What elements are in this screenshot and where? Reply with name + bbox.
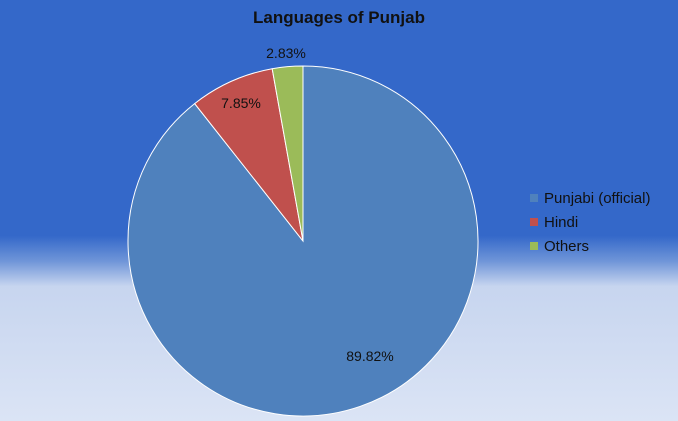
legend-label-others: Others xyxy=(544,237,590,255)
legend-label-hindi: Hindi xyxy=(544,213,579,231)
legend-swatch-hindi xyxy=(530,218,538,226)
data-label-punjabi: 89.82% xyxy=(346,348,393,364)
data-label-hindi: 7.85% xyxy=(221,95,261,111)
legend-swatch-others xyxy=(530,242,538,250)
legend-swatch-punjabi xyxy=(530,194,538,202)
chart-title: Languages of Punjab xyxy=(253,8,425,27)
legend-item-hindi: Hindi xyxy=(530,210,650,234)
legend-item-others: Others xyxy=(530,234,650,258)
pie-slice-others xyxy=(271,65,304,242)
legend-label-punjabi: Punjabi (official) xyxy=(544,189,651,207)
data-label-others: 2.83% xyxy=(266,45,306,61)
legend: Punjabi (official) Hindi Others xyxy=(530,186,650,258)
legend-item-punjabi: Punjabi (official) xyxy=(530,186,650,210)
